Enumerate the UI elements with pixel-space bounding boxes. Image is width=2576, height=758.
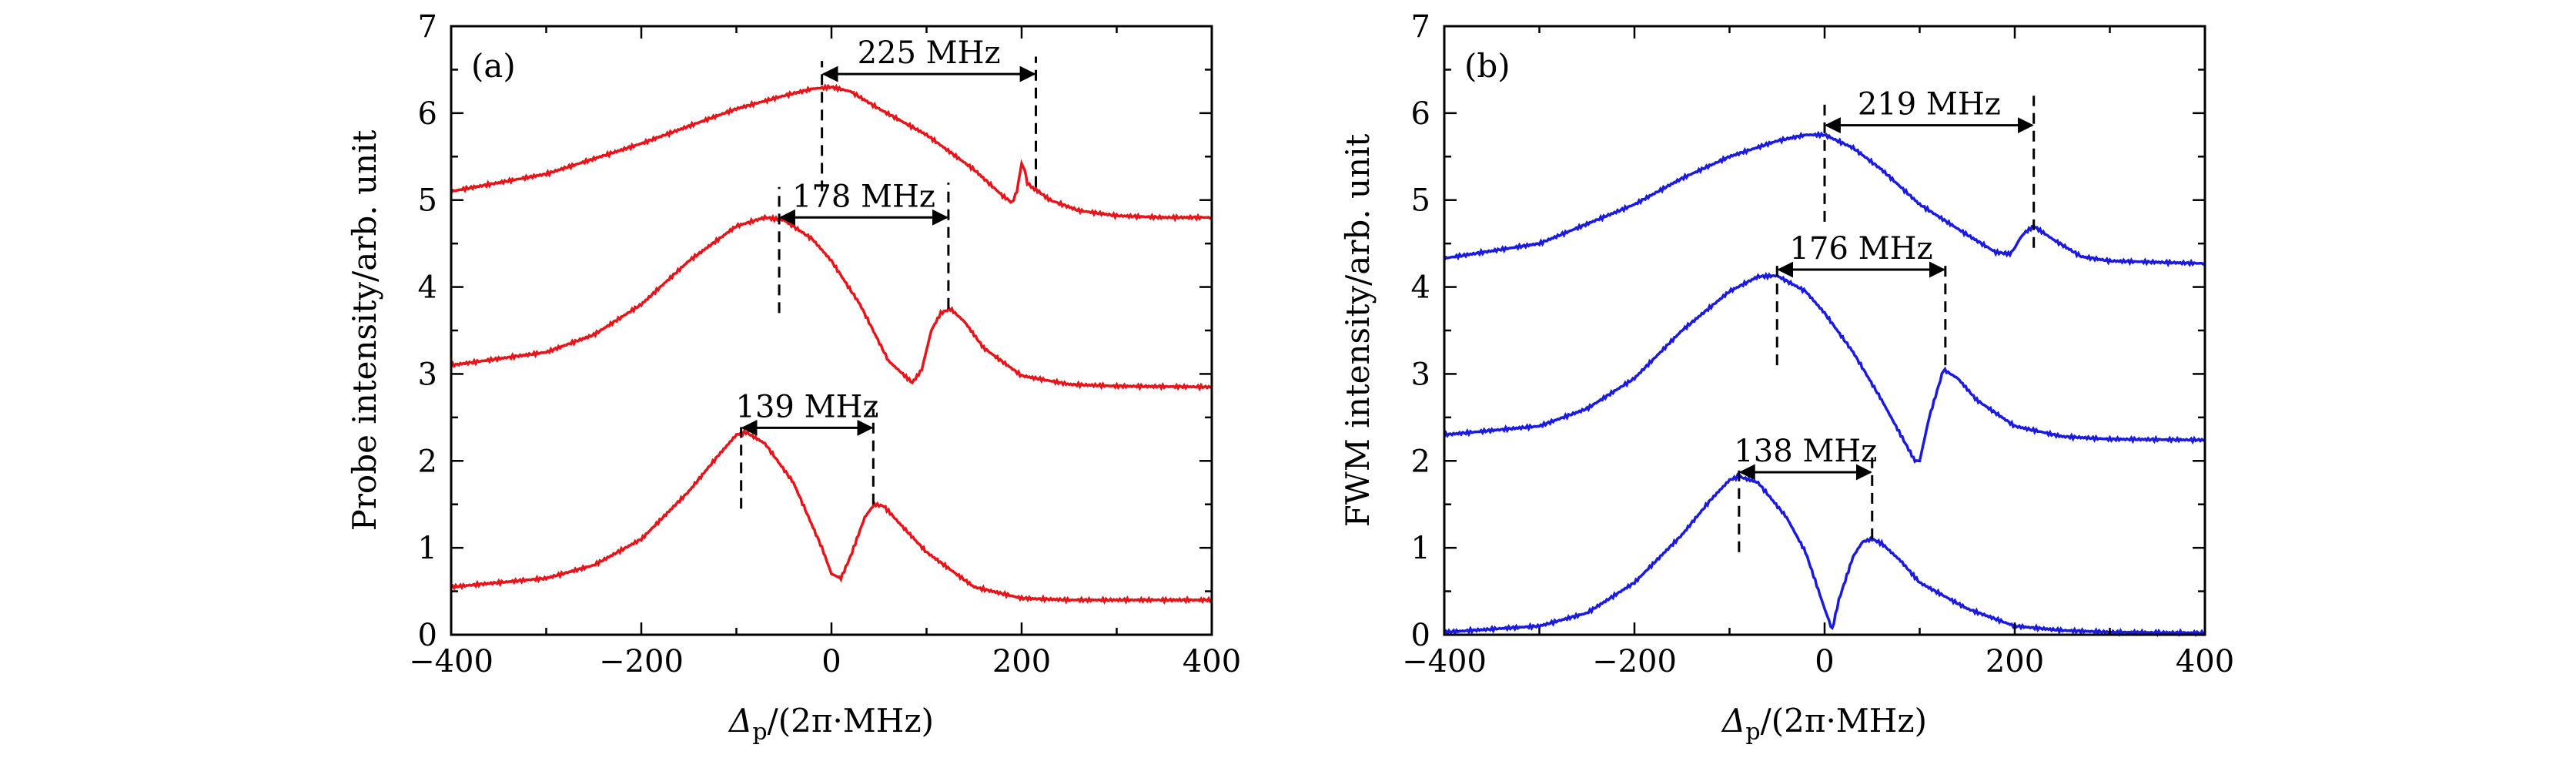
panel-b-xlabel-delta: Δ — [1721, 702, 1745, 740]
panel-a-ytick-label-7: 7 — [418, 9, 437, 45]
panel-a-ytick-label-2: 2 — [418, 444, 437, 479]
panel-a-xtick-label-2: 0 — [821, 644, 841, 679]
panel-b-frame — [1443, 25, 2206, 636]
panel-b-series-top — [1443, 130, 2206, 267]
panel-a-ytick-label-3: 3 — [418, 357, 437, 392]
panel-b-ytick-label-1: 1 — [1411, 531, 1430, 566]
panel-a-annotation-1-label: 178 MHz — [792, 179, 935, 214]
panel-a-xlabel-sub: p — [752, 719, 767, 746]
panel-a-series-bottom — [450, 428, 1213, 605]
panel-b-xtick-label-4: 400 — [2176, 644, 2234, 679]
panel-b-label: (b) — [1464, 47, 1510, 85]
panel-b-annotation-2-label: 138 MHz — [1734, 434, 1877, 469]
panel-a-xtick-label-4: 400 — [1183, 644, 1241, 679]
panel-b-annotation-0-label: 219 MHz — [1858, 87, 2001, 122]
panel-b-xtick-label-3: 200 — [1986, 644, 2044, 679]
panel-b-annotation-1-label: 176 MHz — [1790, 231, 1933, 267]
panel-b-series-bottom — [1443, 472, 2206, 638]
panel-b-ylabel: FWM intensity/arb. unit — [1339, 133, 1377, 527]
panel-b-ytick-label-2: 2 — [1411, 444, 1430, 479]
panel-a-xtick-label-1: −200 — [599, 644, 684, 679]
panel-a-annotation-0-label: 225 MHz — [858, 35, 1001, 71]
panel-a-frame — [450, 25, 1213, 636]
panel-a-xlabel-delta: Δ — [728, 702, 752, 740]
panel-b: 219 MHz 176 MHz 138 MHz (b) FWM intensity/… — [1339, 9, 2234, 746]
panel-b-xlabel-rest: /(2π·MHz) — [1761, 702, 1927, 740]
panel-a-plot-area: 225 MHz 178 MHz 139 MHz — [450, 35, 1213, 605]
panel-a-ytick-label-0: 0 — [418, 618, 437, 653]
panel-a-ytick-label-6: 6 — [418, 96, 437, 132]
panel-a-annotation-2-label: 139 MHz — [736, 389, 879, 424]
panel-a-series-top — [450, 83, 1213, 223]
panel-a-ytick-label-5: 5 — [418, 183, 437, 219]
panel-b-plot-area: 219 MHz 176 MHz 138 MHz — [1443, 87, 2206, 638]
panel-b-ytick-label-4: 4 — [1411, 270, 1430, 306]
panel-b-ytick-label-5: 5 — [1411, 183, 1430, 219]
panel-b-xtick-label-1: −200 — [1592, 644, 1677, 679]
panel-b-xlabel-sub: p — [1745, 719, 1760, 746]
panel-b-xlabel: Δp/(2π·MHz) — [1721, 702, 1927, 746]
panel-a-ytick-label-4: 4 — [418, 270, 437, 306]
panel-a-ytick-label-1: 1 — [418, 531, 437, 566]
panel-a-xtick-label-3: 200 — [992, 644, 1051, 679]
panel-a-label: (a) — [471, 47, 516, 85]
panel-b-ytick-label-7: 7 — [1411, 9, 1430, 45]
panel-b-xtick-label-2: 0 — [1815, 644, 1834, 679]
panel-a-ylabel: Probe intensity/arb. unit — [346, 129, 383, 531]
panel-b-ytick-label-0: 0 — [1411, 618, 1430, 653]
panel-b-ytick-label-3: 3 — [1411, 357, 1430, 392]
panel-a-series-middle — [450, 213, 1213, 392]
panel-a-xlabel-rest: /(2π·MHz) — [768, 702, 934, 740]
panel-a: 225 MHz 178 MHz 139 MHz (a) Probe intensit… — [346, 9, 1241, 746]
panel-a-xtick-label-0: −400 — [409, 644, 493, 679]
panel-a-xlabel: Δp/(2π·MHz) — [728, 702, 934, 746]
panel-b-xtick-label-0: −400 — [1402, 644, 1487, 679]
panel-b-ytick-label-6: 6 — [1411, 96, 1430, 132]
panel-b-series-middle — [1443, 271, 2206, 464]
